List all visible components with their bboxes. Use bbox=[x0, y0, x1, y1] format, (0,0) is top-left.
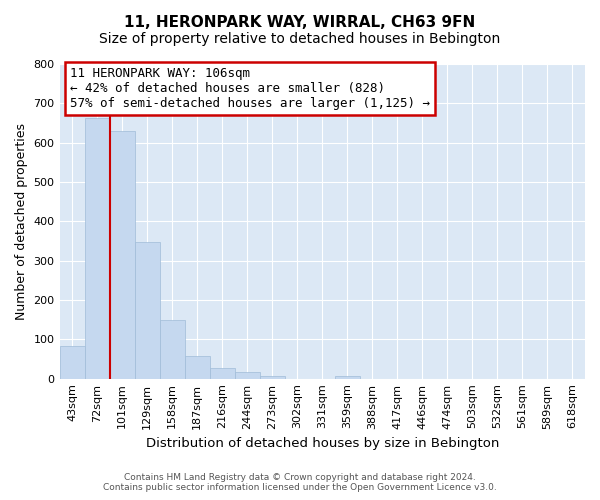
Bar bbox=[335, 376, 360, 378]
X-axis label: Distribution of detached houses by size in Bebington: Distribution of detached houses by size … bbox=[146, 437, 499, 450]
Text: Size of property relative to detached houses in Bebington: Size of property relative to detached ho… bbox=[100, 32, 500, 46]
Text: Contains HM Land Registry data © Crown copyright and database right 2024.
Contai: Contains HM Land Registry data © Crown c… bbox=[103, 473, 497, 492]
Bar bbox=[260, 376, 285, 378]
Bar bbox=[160, 320, 185, 378]
Bar bbox=[134, 242, 160, 378]
Bar bbox=[209, 368, 235, 378]
Y-axis label: Number of detached properties: Number of detached properties bbox=[15, 123, 28, 320]
Bar bbox=[110, 131, 134, 378]
Bar bbox=[59, 346, 85, 378]
Bar bbox=[85, 118, 110, 378]
Bar bbox=[185, 356, 209, 378]
Text: 11, HERONPARK WAY, WIRRAL, CH63 9FN: 11, HERONPARK WAY, WIRRAL, CH63 9FN bbox=[124, 15, 476, 30]
Text: 11 HERONPARK WAY: 106sqm
← 42% of detached houses are smaller (828)
57% of semi-: 11 HERONPARK WAY: 106sqm ← 42% of detach… bbox=[70, 67, 430, 110]
Bar bbox=[235, 372, 260, 378]
